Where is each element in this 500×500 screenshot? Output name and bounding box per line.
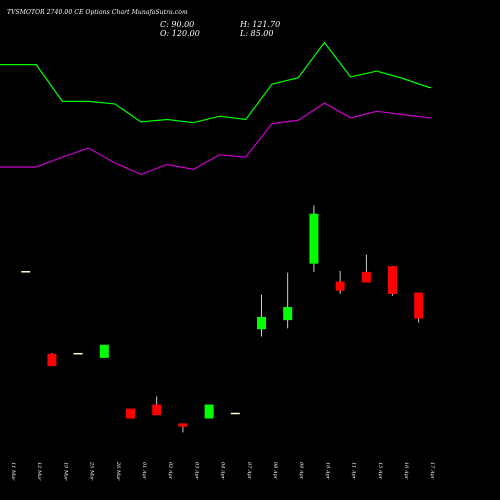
candle-body [309,213,319,264]
candle-body [414,292,424,319]
x-tick-label: 10 Apr [324,462,330,480]
x-axis-labels: 11 Mar 12 Mar 19 Mar 25 Mar 26 Mar 01 Apr 02 A… [10,461,435,481]
x-tick-label: 08 Apr [272,462,278,480]
x-tick-label: 12 Mar [36,462,42,481]
x-tick-label: 11 Apr [351,462,357,480]
x-tick-label: 01 Apr [141,462,147,480]
x-tick-label: 16 Apr [403,462,409,480]
open-value: O: 120.00 [160,29,200,38]
candle-body [230,412,240,415]
candle-body [21,271,31,273]
upper-band-line [0,41,432,124]
x-tick-label: 15 Apr [377,462,383,480]
candle-body [388,266,398,294]
x-tick-label: 07 Apr [246,462,252,480]
candle-body [204,404,214,419]
indicator-lines [0,41,432,176]
x-tick-label: 02 Apr [167,462,173,480]
candle-body [152,404,162,416]
candle-body [126,408,136,419]
x-tick-label: 17 Apr [429,462,435,480]
x-tick-label: 25 Mar [89,461,95,481]
candle-body [99,344,109,358]
candles-group [21,205,424,433]
lower-band-line [0,102,432,176]
close-value: C: 90.00 [160,20,195,29]
candle-body [257,316,267,330]
x-tick-label: 26 Mar [115,461,121,481]
candle-body [73,352,83,355]
low-value: L: 85.00 [240,29,274,38]
x-tick-label: 11 Mar [10,462,16,481]
x-tick-label: 09 Apr [298,462,304,480]
high-value: H: 121.70 [240,20,281,29]
candle-body [178,423,188,427]
chart-title: TVSMOTOR 2740.00 CE Options Chart Munafa… [7,9,188,16]
candle-body [335,281,345,291]
x-tick-label: 03 Apr [193,462,199,480]
candle-body [47,353,57,367]
candle-body [283,307,293,321]
x-tick-label: 19 Mar [62,462,68,481]
candle-body [361,271,371,283]
x-tick-label: 04 Apr [220,462,226,480]
